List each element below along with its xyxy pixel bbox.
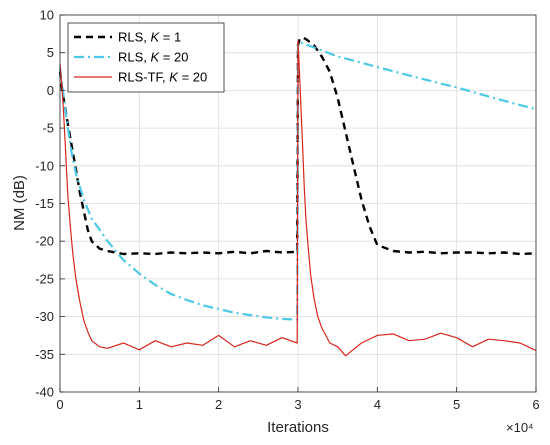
legend-label-variable: K <box>151 50 161 65</box>
legend-label-2: RLS, K = 20 <box>118 50 188 65</box>
x-tick-label: 6 <box>532 397 539 412</box>
legend-label-1: RLS, K = 1 <box>118 30 181 45</box>
legend-label-prefix: RLS, <box>118 50 151 65</box>
y-tick-label: -10 <box>35 158 54 173</box>
y-tick-label: 0 <box>47 83 54 98</box>
x-axis-label: Iterations <box>267 419 329 436</box>
y-tick-label: -15 <box>35 196 54 211</box>
series-line-3 <box>59 40 537 357</box>
x-tick-label: 0 <box>56 397 63 412</box>
x-tick-label: 4 <box>374 397 381 412</box>
series-line-1 <box>58 36 537 256</box>
legend-label-suffix: = 20 <box>159 50 188 65</box>
x-tick-label: 3 <box>294 397 301 412</box>
y-tick-label: -35 <box>35 347 54 362</box>
series-lines <box>58 36 537 357</box>
legend-label-variable: K <box>151 30 161 45</box>
legend-label-prefix: RLS, <box>118 30 151 45</box>
y-tick-label: -20 <box>35 234 54 249</box>
x-tick-label: 5 <box>453 397 460 412</box>
x-tick-label: 2 <box>215 397 222 412</box>
x-axis-exponent-label: ×10⁴ <box>506 420 534 435</box>
legend-label-variable: K <box>169 70 179 85</box>
legend-label-suffix: = 1 <box>159 30 181 45</box>
y-axis-label: NM (dB) <box>11 175 28 231</box>
y-tick-label: 10 <box>40 8 54 23</box>
y-tick-label: -40 <box>35 385 54 400</box>
axis-ticks: 0 1 2 3 4 5 6 -40 -35 -30 -25 -20 -15 -10 -5 0 5 10 <box>35 8 539 413</box>
x-tick-label: 1 <box>136 397 143 412</box>
legend-label-prefix: RLS-TF, <box>118 70 169 85</box>
series-line-2 <box>58 41 537 321</box>
y-tick-label: -5 <box>42 121 54 136</box>
legend-label-suffix: = 20 <box>178 70 207 85</box>
y-tick-label: -30 <box>35 309 54 324</box>
legend-label-3: RLS-TF, K = 20 <box>118 70 207 85</box>
y-tick-label: -25 <box>35 271 54 286</box>
y-tick-label: 5 <box>47 45 54 60</box>
